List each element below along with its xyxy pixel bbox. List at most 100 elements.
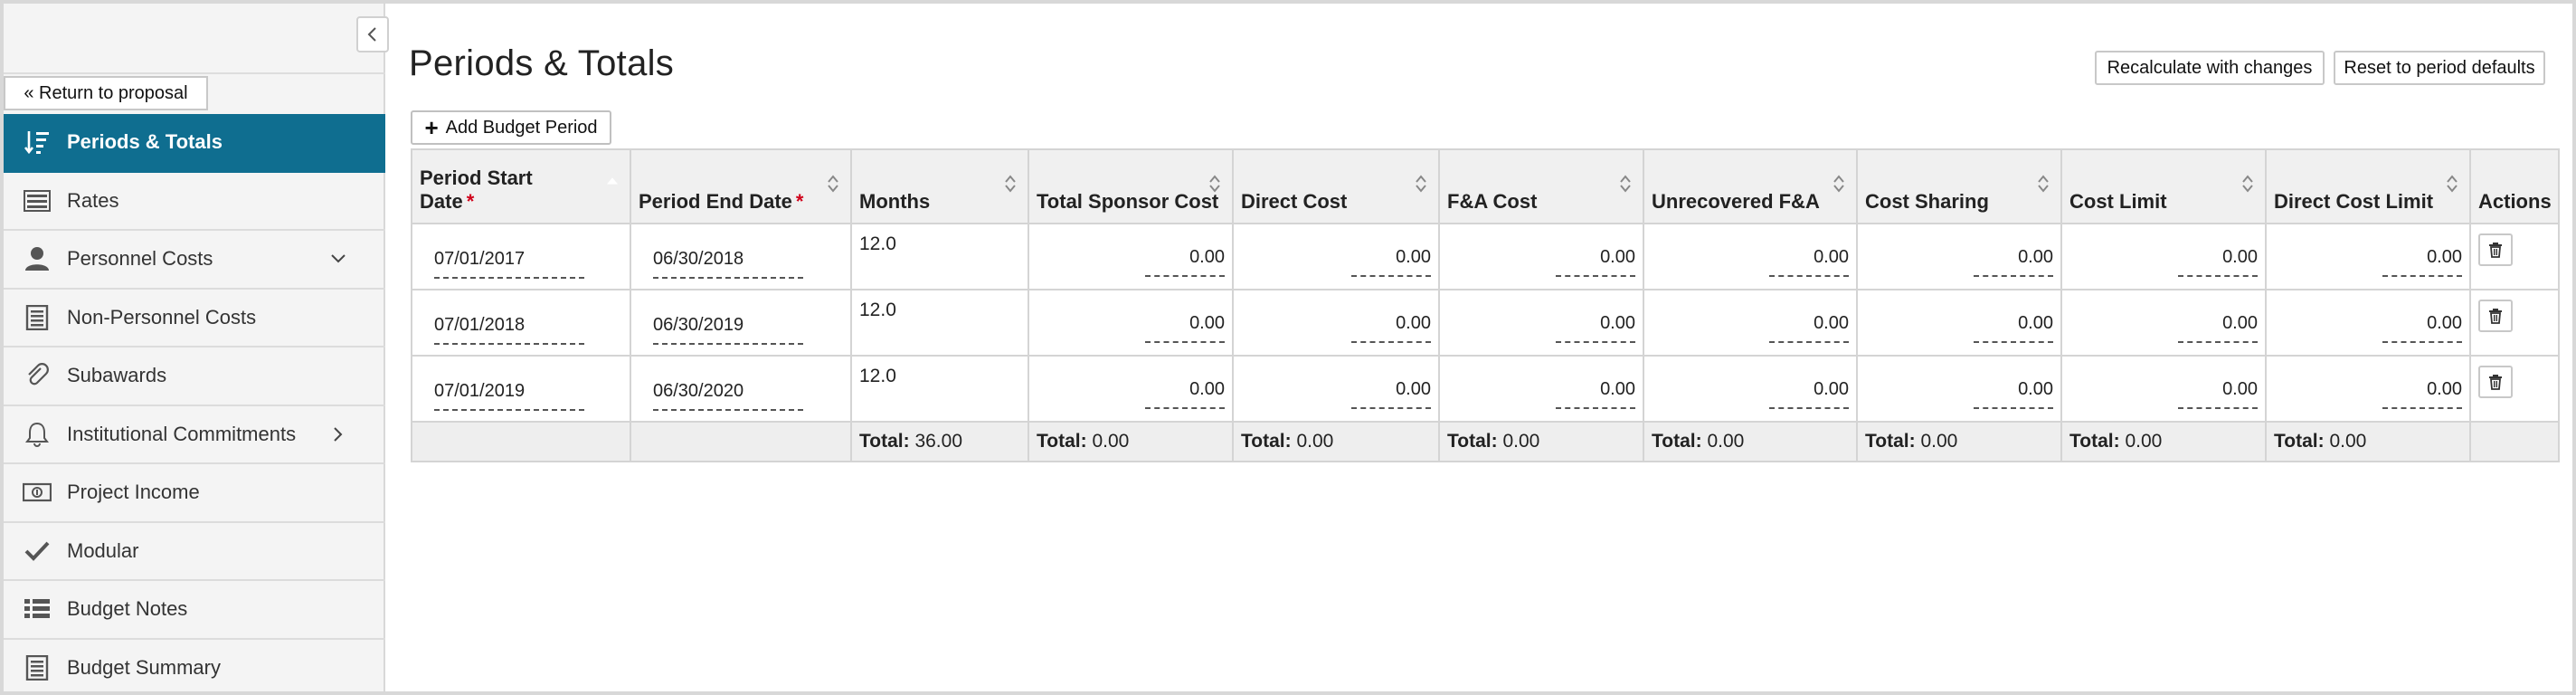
sidebar-item-label: Personnel Costs: [67, 247, 213, 271]
column-header-cost-limit[interactable]: Cost Limit: [2060, 148, 2267, 224]
unrecovered-fa-input[interactable]: 0.00: [1769, 236, 1849, 277]
bell-icon: [22, 421, 52, 448]
total-sponsor-cost-cell: 0.00: [1028, 289, 1234, 357]
recalculate-button[interactable]: Recalculate with changes: [2095, 51, 2325, 85]
total-sponsor-cost-input[interactable]: 0.00: [1145, 368, 1225, 409]
total-sponsor-cost-cell: 0.00: [1028, 355, 1234, 423]
chevron-down-icon[interactable]: [329, 250, 347, 268]
period-start-input[interactable]: 07/01/2018: [434, 315, 584, 345]
column-header-unrecovered-fa[interactable]: Unrecovered F&A: [1643, 148, 1858, 224]
table-row: 07/01/2017 06/30/2018 12.0 0.00 0.00 0.0…: [411, 223, 2560, 290]
sidebar-item-budget-notes[interactable]: Budget Notes: [4, 581, 385, 640]
trash-icon: [2489, 375, 2502, 390]
sort-icon: [2447, 175, 2458, 193]
delete-period-button[interactable]: [2478, 366, 2513, 398]
sidebar-item-project-income[interactable]: Project Income: [4, 464, 385, 523]
sidebar-item-modular[interactable]: Modular: [4, 523, 385, 581]
sidebar-item-rates[interactable]: Rates: [4, 173, 385, 231]
period-end-input[interactable]: 06/30/2020: [653, 381, 803, 411]
column-header-direct-cost[interactable]: Direct Cost: [1232, 148, 1440, 224]
sidebar-item-institutional-commitments[interactable]: Institutional Commitments: [4, 406, 385, 464]
direct-cost-input[interactable]: 0.00: [1351, 302, 1431, 343]
total-label: Total:: [1241, 431, 1292, 452]
unrecovered-fa-input[interactable]: 0.00: [1769, 368, 1849, 409]
reset-defaults-button[interactable]: Reset to period defaults: [2334, 51, 2545, 85]
trash-icon: [2489, 243, 2502, 258]
period-start-input[interactable]: 07/01/2019: [434, 381, 584, 411]
cost-sharing-input[interactable]: 0.00: [1974, 236, 2053, 277]
unrecovered-fa-input[interactable]: 0.00: [1769, 302, 1849, 343]
months-value: 12.0: [859, 233, 896, 254]
add-budget-period-button[interactable]: + Add Budget Period: [411, 110, 611, 145]
sidebar-item-periods-totals[interactable]: Periods & Totals: [4, 114, 385, 173]
total-sponsor-cost-input[interactable]: 0.00: [1145, 302, 1225, 343]
column-header-period-end[interactable]: Period End Date *: [630, 148, 852, 224]
list-doc-icon: [22, 304, 52, 331]
fa-cost-input[interactable]: 0.00: [1556, 368, 1635, 409]
period-end-cell: 06/30/2019: [630, 289, 852, 357]
column-header-total-sponsor-cost[interactable]: Total Sponsor Cost: [1028, 148, 1234, 224]
column-header-months[interactable]: Months: [850, 148, 1029, 224]
direct-cost-input[interactable]: 0.00: [1351, 236, 1431, 277]
chevron-right-icon[interactable]: [329, 425, 347, 443]
cost-limit-input[interactable]: 0.00: [2178, 368, 2258, 409]
return-to-proposal-button[interactable]: « Return to proposal: [4, 76, 208, 110]
collapse-sidebar-button[interactable]: [356, 16, 389, 52]
cost-sharing-input[interactable]: 0.00: [1974, 302, 2053, 343]
sidebar-item-non-personnel-costs[interactable]: Non-Personnel Costs: [4, 290, 385, 348]
column-header-cost-sharing[interactable]: Cost Sharing: [1856, 148, 2062, 224]
list-icon: [22, 595, 52, 623]
actions-cell: [2469, 223, 2560, 290]
delete-period-button[interactable]: [2478, 300, 2513, 332]
sidebar-item-label: Budget Summary: [67, 655, 221, 679]
direct-cost-limit-input[interactable]: 0.00: [2382, 236, 2462, 277]
sidebar-item-label: Institutional Commitments: [67, 422, 297, 445]
cost-limit-total-cell: Total: 0.00: [2060, 421, 2267, 462]
money-icon: [22, 479, 52, 506]
cost-sharing-total-value: 0.00: [1920, 431, 1958, 452]
column-header-label: Cost Limit: [2069, 190, 2167, 213]
total-label: Total:: [1037, 431, 1087, 452]
direct-cost-limit-input[interactable]: 0.00: [2382, 302, 2462, 343]
period-start-cell: 07/01/2018: [411, 289, 631, 357]
direct-cost-limit-input[interactable]: 0.00: [2382, 368, 2462, 409]
total-label: Total:: [1447, 431, 1498, 452]
period-start-cell: 07/01/2019: [411, 355, 631, 423]
fa-cost-input[interactable]: 0.00: [1556, 236, 1635, 277]
cost-sharing-total-cell: Total: 0.00: [1856, 421, 2062, 462]
column-header-label: Actions: [2478, 190, 2552, 213]
period-start-input[interactable]: 07/01/2017: [434, 249, 584, 279]
direct-cost-cell: 0.00: [1232, 289, 1440, 357]
sidebar-item-label: Budget Notes: [67, 597, 188, 621]
sidebar-item-budget-summary[interactable]: Budget Summary: [4, 640, 385, 695]
column-header-fa-cost[interactable]: F&A Cost: [1438, 148, 1644, 224]
direct-cost-cell: 0.00: [1232, 355, 1440, 423]
main-content: Periods & Totals Recalculate with change…: [387, 4, 2572, 691]
direct-cost-input[interactable]: 0.00: [1351, 368, 1431, 409]
months-value: 12.0: [859, 366, 896, 386]
cost-sharing-input[interactable]: 0.00: [1974, 368, 2053, 409]
chevron-left-icon: [367, 27, 376, 42]
total-sponsor-cost-input[interactable]: 0.00: [1145, 236, 1225, 277]
totals-row: Total: 36.00 Total: 0.00 Total: 0.00 Tot…: [411, 421, 2560, 462]
period-end-input[interactable]: 06/30/2019: [653, 315, 803, 345]
fa-cost-cell: 0.00: [1438, 289, 1644, 357]
fa-cost-input[interactable]: 0.00: [1556, 302, 1635, 343]
unrecovered-fa-cell: 0.00: [1643, 289, 1858, 357]
cost-limit-input[interactable]: 0.00: [2178, 236, 2258, 277]
sidebar-item-subawards[interactable]: Subawards: [4, 348, 385, 406]
table-row: 07/01/2018 06/30/2019 12.0 0.00 0.00 0.0…: [411, 289, 2560, 357]
cost-limit-input[interactable]: 0.00: [2178, 302, 2258, 343]
column-header-direct-cost-limit[interactable]: Direct Cost Limit: [2265, 148, 2471, 224]
period-end-input[interactable]: 06/30/2018: [653, 249, 803, 279]
sidebar-divider: [4, 72, 385, 74]
column-header-period-start[interactable]: Period Start Date *: [411, 148, 631, 224]
total-sponsor-cost-total-cell: Total: 0.00: [1028, 421, 1234, 462]
cost-limit-cell: 0.00: [2060, 355, 2267, 423]
delete-period-button[interactable]: [2478, 233, 2513, 266]
total-label: Total:: [859, 431, 910, 452]
direct-cost-cell: 0.00: [1232, 223, 1440, 290]
sidebar-item-personnel-costs[interactable]: Personnel Costs: [4, 231, 385, 290]
total-label: Total:: [1652, 431, 1702, 452]
